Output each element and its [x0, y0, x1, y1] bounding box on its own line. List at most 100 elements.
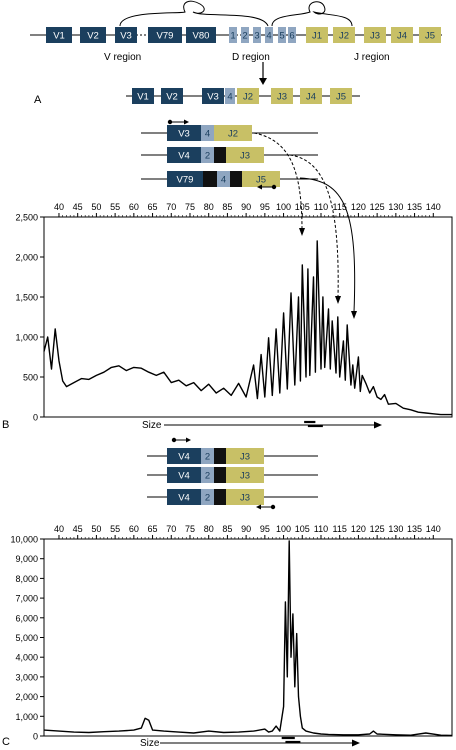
rearranged-v3: V3: [202, 88, 224, 104]
y-tick-label: 7,000: [15, 594, 38, 604]
germline-j1-label: J1: [312, 31, 322, 42]
b-clone-j-box: [214, 125, 252, 141]
germline-v-segments: V1 V2 V3 V79 V80: [46, 27, 216, 43]
x-tick-label: 120: [351, 202, 366, 212]
germline-d-5: 5: [278, 27, 286, 43]
y-tick-label: 0: [33, 413, 38, 423]
c-clone-d: 2: [201, 489, 214, 505]
germline-v-v80-box: [186, 27, 216, 43]
y-tick-label: 3,000: [15, 672, 38, 682]
germline-j1: J1: [306, 27, 328, 43]
x-tick-label: 130: [388, 202, 403, 212]
c-clone-v-label: V4: [178, 452, 190, 463]
rearranged-v1-label: V1: [137, 92, 149, 103]
b-clone-d-box: [217, 171, 230, 187]
connector-v79-peak: [299, 177, 356, 313]
c-clone-j: J3: [226, 489, 264, 505]
x-tick-label: 100: [276, 202, 291, 212]
germline-d-3-label: 3: [254, 31, 259, 42]
b-clone-j-label: J2: [228, 129, 238, 140]
x-tick-label: 95: [260, 202, 270, 212]
germline-j5: J5: [419, 27, 441, 43]
germline-j4: J4: [391, 27, 413, 43]
b-clone-row: V3 4 J2: [141, 125, 318, 141]
x-tick-label: 75: [185, 524, 195, 534]
b-clone-j-label: J5: [256, 175, 266, 186]
b-clone-d-label: 2: [205, 151, 210, 162]
rearranged-j5-box: [330, 88, 352, 104]
germline-j5-label: J5: [425, 31, 435, 42]
c-clone-j: J3: [226, 448, 264, 464]
chart-c: 40 45 50 55 60 65 70 75 80 85 90 95 100 105 110 115 120 1…: [10, 524, 453, 744]
c-clone-d-label: 2: [205, 471, 210, 482]
x-tick-label: 130: [388, 524, 403, 534]
rearranged-d-box: [225, 88, 235, 104]
y-tick-label: 5,000: [15, 633, 38, 643]
c-clone-j-label: J3: [240, 493, 250, 504]
x-tick-label: 45: [73, 202, 83, 212]
y-tick-label: 4,000: [15, 653, 38, 663]
germline-j4-box: [391, 27, 413, 43]
x-tick-label: 60: [129, 524, 139, 534]
germline-v-v79-box: [148, 27, 182, 43]
germline-v-v1: V1: [46, 27, 72, 43]
rearranged-v3-box: [202, 88, 224, 104]
b-clone-row: V79 4 J5: [141, 171, 318, 187]
rearranged-j2: J2: [237, 88, 259, 104]
connector-v4-peak: [289, 154, 339, 298]
rearranged-v2-box: [161, 88, 183, 104]
primer-reverse-b: [257, 184, 277, 190]
germline-d-2: 2: [241, 27, 249, 43]
c-clone-v-box: [167, 489, 201, 505]
b-clone-d-label: 4: [205, 129, 210, 140]
c-clone-d: 2: [201, 467, 214, 483]
y-tick-label: 1,000: [15, 712, 38, 722]
germline-v-v80: V80: [186, 27, 216, 43]
germline-d-3-box: [253, 27, 261, 43]
b-clone-d: 4: [201, 125, 214, 141]
x-tick-label: 90: [241, 202, 251, 212]
b-clone-d-box: [201, 125, 214, 141]
x-tick-label: 105: [295, 524, 310, 534]
c-clone-v: V4: [167, 467, 201, 483]
x-tick-label: 90: [241, 524, 251, 534]
c-clone-row: V4 2 J3: [147, 467, 318, 483]
rearrangement-arrowhead: [259, 78, 267, 85]
x-tick-label: 65: [148, 524, 158, 534]
v-region-label: V region: [104, 52, 141, 63]
size-arrowhead-c: [352, 739, 360, 747]
size-arrowhead-b: [374, 421, 382, 429]
chart-b: 40 45 50 55 60 65 70 75 80 85 90 95 100 105 110 115 120 1…: [15, 202, 453, 428]
y-tick-label: 2,500: [15, 213, 38, 223]
germline-d-1-label: 1: [230, 31, 235, 42]
x-tick-label: 100: [276, 524, 291, 534]
rearranged-j4-label: J4: [306, 92, 316, 103]
b-clone-v-box: [167, 125, 201, 141]
germline-d-1-box: [229, 27, 237, 43]
clone-list-b: V3 4 J2 V4 2 J3 V79 4 J5: [141, 125, 318, 187]
x-tick-label: 80: [204, 524, 214, 534]
rearranged-j4-box: [300, 88, 322, 104]
rearranged-segments: V1 V2 V3 4 J2 J3 J4 J5: [132, 88, 352, 104]
c-clone-v-label: V4: [178, 493, 190, 504]
x-tick-label: 50: [91, 524, 101, 534]
rearranged-d: 4: [225, 88, 235, 104]
c-clone-v-label: V4: [178, 471, 190, 482]
x-tick-label: 95: [260, 524, 270, 534]
x-tick-label: 115: [333, 202, 347, 212]
rearranged-j2-label: J2: [243, 92, 253, 103]
germline-d-6-label: 6: [289, 31, 294, 42]
x-tick-label: 40: [54, 202, 64, 212]
size-axis-label-c: Size: [140, 738, 160, 749]
rearranged-j5-label: J5: [336, 92, 346, 103]
b-clone-v: V4: [167, 147, 201, 163]
b-clone-v-label: V3: [178, 129, 190, 140]
germline-j3-box: [364, 27, 386, 43]
x-tick-label: 110: [314, 202, 328, 212]
primer-forward-b: [167, 119, 189, 125]
c-clone-j-label: J3: [240, 471, 250, 482]
size-axis-label-b: Size: [142, 420, 162, 431]
x-tick-label: 55: [110, 524, 120, 534]
germline-d-4-box: [265, 27, 273, 43]
